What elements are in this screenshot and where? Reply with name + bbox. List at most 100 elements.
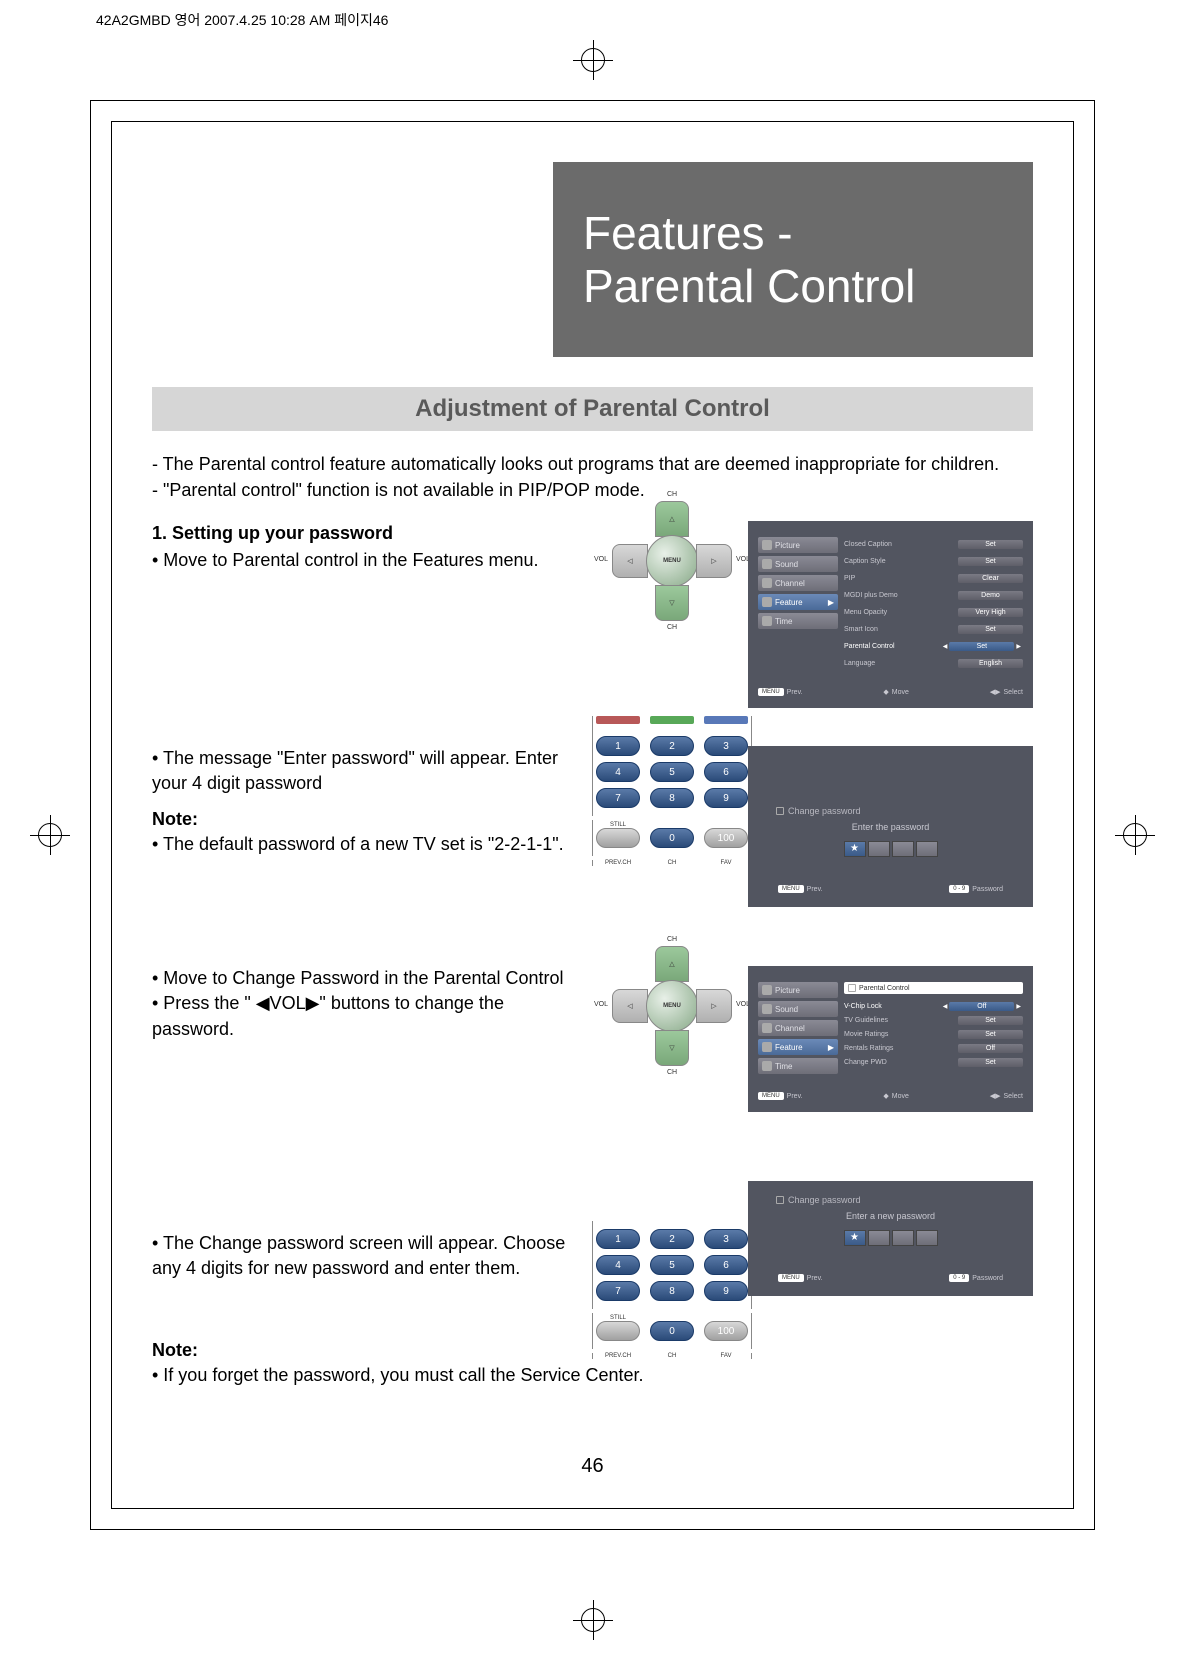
osd-enter-password: Change password Enter the password ★ MEN… [748, 746, 1033, 907]
osd-category-time[interactable]: Time [758, 613, 838, 629]
kp-num-2[interactable]: 2 [650, 1229, 694, 1249]
dpad-right-button[interactable]: ▷ [696, 989, 732, 1023]
osd-new-password: Change password Enter a new password ★ M… [748, 1181, 1033, 1296]
osd4-footer-password: 0 - 9Password [949, 1274, 1003, 1282]
dpad-down-button[interactable]: ▽ [655, 1030, 689, 1066]
password-cell-4 [916, 841, 938, 857]
osd-category-time[interactable]: Time [758, 1058, 838, 1074]
osd3-footer-select: ◀▶ Select [990, 1092, 1023, 1100]
step1-text: • Move to Parental control in the Featur… [152, 548, 582, 573]
color-button-red[interactable] [596, 716, 640, 724]
lock-icon [776, 807, 784, 815]
dpad-left-button[interactable]: ◁ [612, 989, 648, 1023]
step2-note-text: • The default password of a new TV set i… [152, 832, 582, 857]
dpad-down-button[interactable]: ▽ [655, 585, 689, 621]
kp-num-9[interactable]: 9 [704, 1281, 748, 1301]
osd-footer-move: ◆ Move [883, 688, 909, 696]
kp-num-2[interactable]: 2 [650, 736, 694, 756]
menu-label: MENU [663, 558, 681, 564]
kp-num-1[interactable]: 1 [596, 1229, 640, 1249]
osd-row-change-pwd[interactable]: Change PWDSet [844, 1055, 1023, 1069]
kp-num-4[interactable]: 4 [596, 1255, 640, 1275]
osd-row-movie-ratings[interactable]: Movie RatingsSet [844, 1027, 1023, 1041]
osd-category-channel[interactable]: Channel [758, 1020, 838, 1036]
kp-label-ch: CH [650, 860, 694, 866]
remote-dpad-2: CH △ VOL ◁ MENU ▷ VOL ▽ CH [592, 946, 752, 1066]
color-button-green[interactable] [650, 716, 694, 724]
osd-row-smart-icon[interactable]: Smart IconSet [844, 622, 1023, 636]
down-arrow-icon: ▽ [669, 599, 674, 607]
osd-row-tv-guidelines[interactable]: TV GuidelinesSet [844, 1013, 1023, 1027]
kp-zero-button[interactable]: 0 [650, 828, 694, 848]
final-note-text: • If you forget the password, you must c… [152, 1363, 644, 1388]
kp-num-3[interactable]: 3 [704, 736, 748, 756]
title-line2: Parental Control [583, 260, 1033, 313]
osd-category-channel[interactable]: Channel [758, 575, 838, 591]
kp-num-5[interactable]: 5 [650, 1255, 694, 1275]
osd2-footer-password: 0 - 9Password [949, 885, 1003, 893]
osd-row-pip[interactable]: PIPClear [844, 571, 1023, 585]
intro-line-1: - The Parental control feature automatic… [152, 451, 1033, 477]
page-inner-frame: Features - Parental Control Adjustment o… [111, 121, 1074, 1509]
dpad-left-button[interactable]: ◁ [612, 544, 648, 578]
osd-category-feature[interactable]: Feature▶ [758, 594, 838, 610]
step4-text: • The Change password screen will appear… [152, 1231, 582, 1281]
lock-icon [848, 984, 856, 992]
kp-still-button[interactable] [596, 828, 640, 848]
kp-hundred-button[interactable]: 100 [704, 828, 748, 848]
dpad-label-ch-bottom: CH [667, 624, 677, 631]
step1-title: 1. Setting up your password [152, 521, 582, 546]
dpad-up-button[interactable]: △ [655, 946, 689, 982]
title-line1: Features - [583, 207, 1033, 260]
osd-row-closed-caption[interactable]: Closed CaptionSet [844, 537, 1023, 551]
color-button-blue[interactable] [704, 716, 748, 724]
chapter-title: Features - Parental Control [553, 162, 1033, 357]
osd-category-sound[interactable]: Sound [758, 556, 838, 572]
osd-category-picture[interactable]: Picture [758, 537, 838, 553]
osd-row-mgdi-plus-demo[interactable]: MGDI plus DemoDemo [844, 588, 1023, 602]
osd-row-language[interactable]: LanguageEnglish [844, 656, 1023, 670]
kp-num-1[interactable]: 1 [596, 736, 640, 756]
dpad-up-button[interactable]: △ [655, 501, 689, 537]
kp-num-7[interactable]: 7 [596, 788, 640, 808]
kp-zero-button[interactable]: 0 [650, 1321, 694, 1341]
dpad-menu-button[interactable]: MENU [646, 980, 698, 1032]
osd-row-v-chip-lock[interactable]: V-Chip Lock◀Off▶ [844, 999, 1023, 1013]
osd-category-feature[interactable]: Feature▶ [758, 1039, 838, 1055]
kp-num-6[interactable]: 6 [704, 1255, 748, 1275]
menu-label: MENU [663, 1003, 681, 1009]
left-arrow-icon: ◁ [627, 557, 632, 565]
kp-num-8[interactable]: 8 [650, 1281, 694, 1301]
osd-row-rentals-ratings[interactable]: Rentals RatingsOff [844, 1041, 1023, 1055]
kp-num-3[interactable]: 3 [704, 1229, 748, 1249]
down-arrow-icon: ▽ [669, 1044, 674, 1052]
dpad-right-button[interactable]: ▷ [696, 544, 732, 578]
password-cell-2 [868, 1230, 890, 1246]
right-arrow-icon: ▷ [711, 557, 716, 565]
osd-category-sound[interactable]: Sound [758, 1001, 838, 1017]
osd-category-picture[interactable]: Picture [758, 982, 838, 998]
password-input[interactable]: ★ [844, 841, 938, 857]
kp-num-6[interactable]: 6 [704, 762, 748, 782]
password-cell-1: ★ [844, 841, 866, 857]
lock-icon [776, 1196, 784, 1204]
dpad-label-ch-top: CH [667, 491, 677, 498]
kp-num-8[interactable]: 8 [650, 788, 694, 808]
kp-num-5[interactable]: 5 [650, 762, 694, 782]
osd2-subtitle: Enter the password [768, 822, 1013, 832]
kp-num-7[interactable]: 7 [596, 1281, 640, 1301]
right-arrow-icon: ▷ [711, 1002, 716, 1010]
intro-line-2: - "Parental control" function is not ava… [152, 477, 1033, 503]
osd-row-caption-style[interactable]: Caption StyleSet [844, 554, 1023, 568]
kp-hundred-button[interactable]: 100 [704, 1321, 748, 1341]
new-password-input[interactable]: ★ [844, 1230, 938, 1246]
osd-row-menu-opacity[interactable]: Menu OpacityVery High [844, 605, 1023, 619]
dpad-label-vol-left: VOL [594, 556, 608, 563]
crop-mark-top [573, 40, 613, 80]
osd-row-parental-control[interactable]: Parental Control◀Set▶ [844, 639, 1023, 653]
dpad-menu-button[interactable]: MENU [646, 535, 698, 587]
kp-num-9[interactable]: 9 [704, 788, 748, 808]
remote-keypad-1: 123456789 STILL 0 100 PREV.CH CH FAV [592, 716, 752, 866]
step3-text2: • Press the " ◀VOL▶" buttons to change t… [152, 991, 582, 1041]
kp-num-4[interactable]: 4 [596, 762, 640, 782]
